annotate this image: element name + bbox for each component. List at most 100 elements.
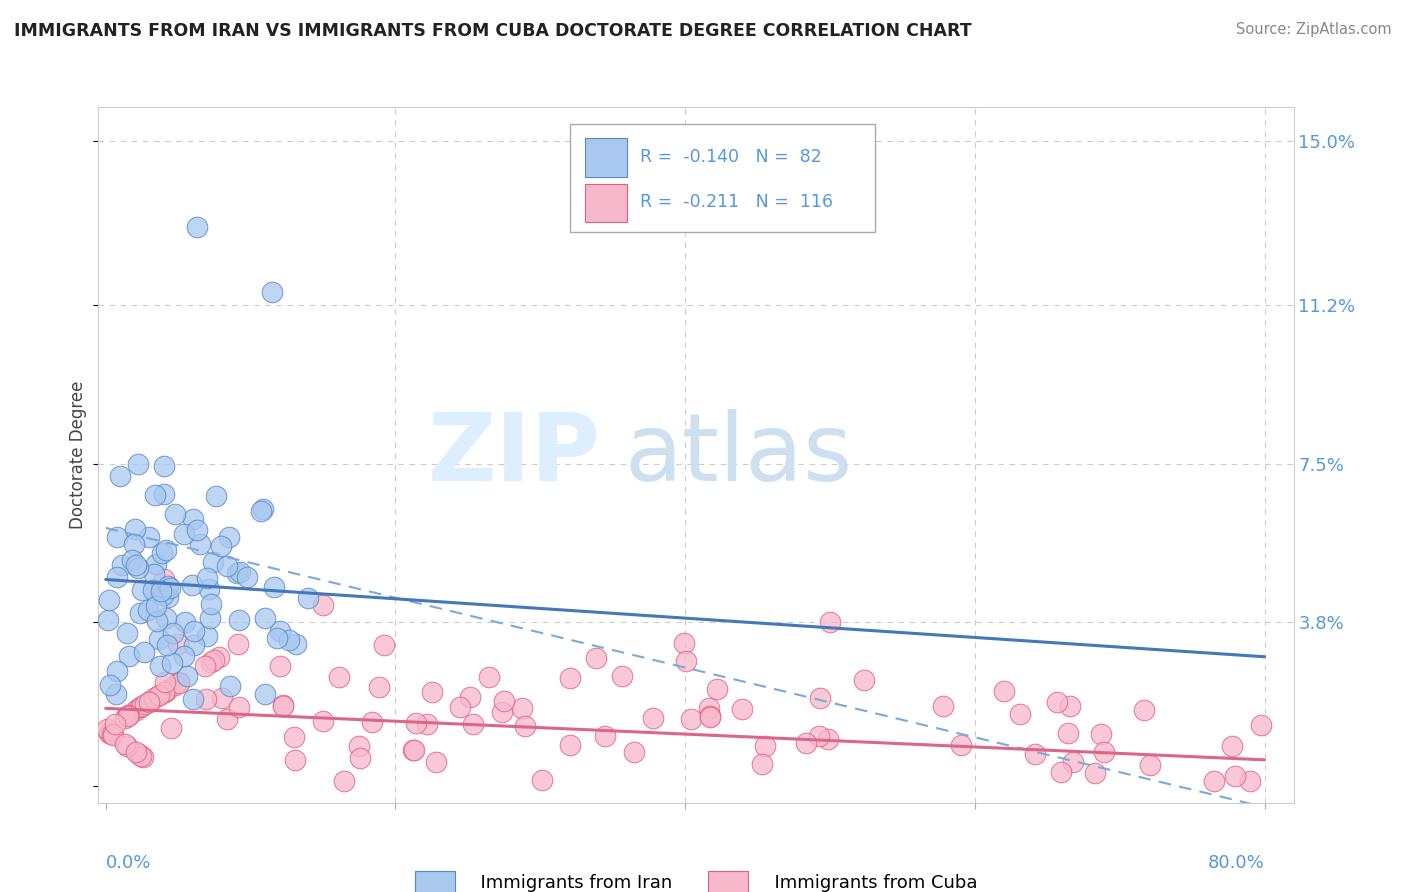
Point [117, 708, 139, 723]
Point [125, 703, 148, 717]
Point [271, 698, 294, 713]
Point [200, 611, 222, 625]
Point [180, 578, 202, 592]
Text: atlas: atlas [624, 409, 852, 501]
Point [159, 582, 181, 596]
Point [641, 711, 664, 725]
Point [162, 626, 184, 640]
Point [312, 599, 335, 613]
Bar [585, 184, 627, 222]
Point [150, 546, 173, 560]
Point [228, 613, 250, 627]
Point [167, 675, 190, 690]
Point [166, 637, 188, 651]
Point [449, 699, 471, 714]
Point [697, 701, 720, 715]
Point [1239, 774, 1261, 789]
Point [152, 573, 174, 587]
Point [183, 624, 205, 639]
Point [153, 459, 176, 474]
Point [1008, 706, 1031, 721]
Point [1084, 766, 1107, 780]
Point [128, 747, 150, 762]
Point [208, 650, 231, 665]
Point [124, 537, 146, 551]
Point [153, 674, 176, 689]
Point [202, 653, 225, 667]
Point [98, 726, 121, 740]
Point [97, 593, 120, 607]
Point [1139, 758, 1161, 772]
Point [188, 537, 211, 551]
Point [149, 659, 172, 673]
Point [853, 673, 876, 687]
Point [117, 708, 139, 723]
Point [195, 630, 218, 644]
Point [706, 681, 728, 696]
Point [1250, 718, 1272, 732]
Point [808, 690, 831, 705]
Point [138, 529, 160, 543]
Point [174, 615, 197, 629]
Point [181, 512, 204, 526]
Point [277, 633, 299, 648]
Point [201, 555, 224, 569]
Point [107, 530, 129, 544]
Point [143, 567, 166, 582]
Point [215, 559, 238, 574]
Point [1059, 698, 1081, 713]
Point [226, 566, 249, 580]
Text: R =  -0.140   N =  82: R = -0.140 N = 82 [640, 148, 821, 166]
Point [125, 558, 148, 573]
Point [252, 502, 274, 516]
Point [129, 748, 152, 763]
Point [157, 591, 180, 605]
Point [114, 710, 136, 724]
Point [100, 727, 122, 741]
Point [593, 729, 616, 743]
Point [101, 728, 124, 742]
Point [1092, 745, 1115, 759]
Point [1202, 774, 1225, 789]
Point [143, 488, 166, 502]
Point [229, 565, 252, 579]
Point [145, 614, 167, 628]
Point [98, 677, 121, 691]
Point [405, 715, 427, 730]
Point [269, 624, 291, 639]
Point [794, 736, 817, 750]
Point [181, 692, 204, 706]
Point [152, 588, 174, 602]
Point [131, 699, 153, 714]
Point [312, 714, 335, 728]
Point [284, 637, 307, 651]
Point [138, 695, 160, 709]
Point [143, 691, 166, 706]
Point [200, 655, 222, 669]
Text: ZIP: ZIP [427, 409, 600, 501]
Point [228, 700, 250, 714]
Point [420, 685, 443, 699]
Point [1024, 747, 1046, 762]
Y-axis label: Doctorate Degree: Doctorate Degree [69, 381, 87, 529]
Point [328, 670, 350, 684]
Point [173, 527, 195, 541]
Point [402, 743, 425, 757]
Point [333, 774, 356, 789]
Point [165, 678, 187, 692]
Point [128, 606, 150, 620]
Point [349, 751, 371, 765]
Point [751, 756, 773, 771]
Text: R =  -0.211   N =  116: R = -0.211 N = 116 [640, 194, 832, 211]
Point [1062, 755, 1084, 769]
Point [117, 739, 139, 753]
Point [200, 597, 222, 611]
Point [149, 584, 172, 599]
Text: 0.0%: 0.0% [105, 855, 150, 872]
Point [148, 689, 170, 703]
Point [236, 570, 259, 584]
Point [675, 654, 697, 668]
Point [226, 637, 249, 651]
Point [152, 486, 174, 500]
Point [416, 716, 439, 731]
